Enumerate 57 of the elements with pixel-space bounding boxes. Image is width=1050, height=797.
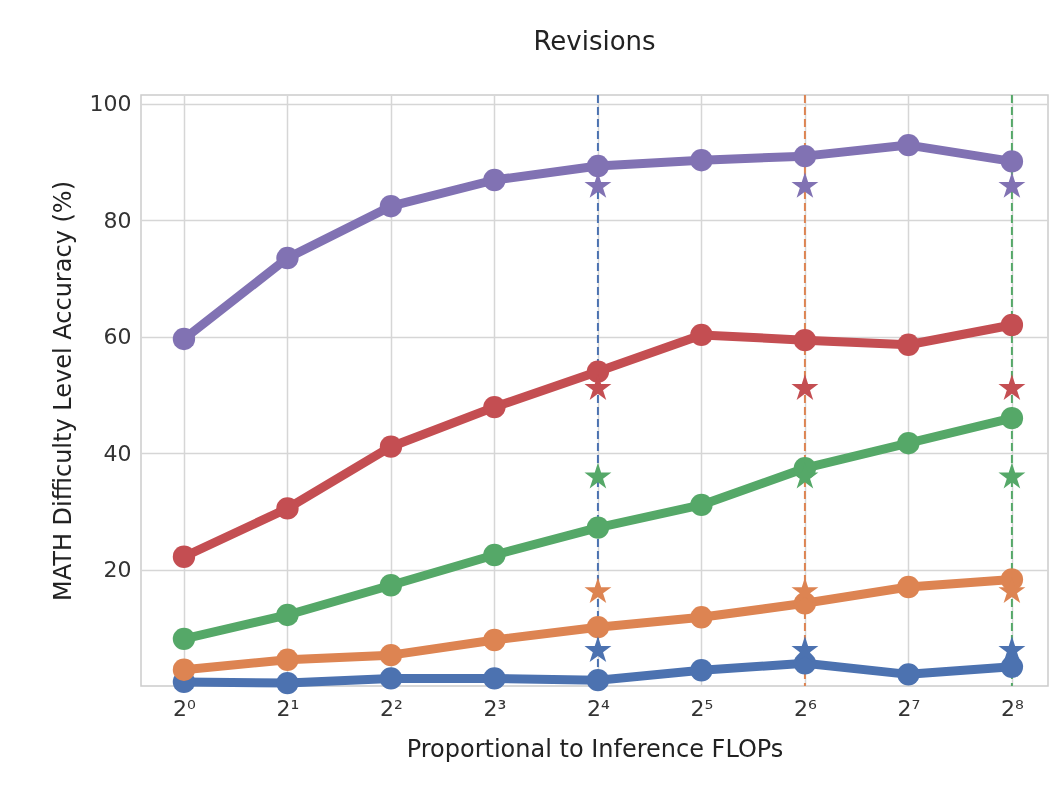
point	[897, 333, 920, 356]
point	[483, 168, 506, 192]
x-tick-label: 2²	[380, 695, 403, 721]
chart-title: Revisions	[533, 25, 656, 56]
point	[897, 575, 920, 599]
point	[276, 246, 299, 270]
point	[172, 545, 196, 568]
point	[793, 328, 817, 352]
x-tick-label: 2³	[483, 695, 507, 721]
point	[172, 658, 196, 681]
point	[690, 659, 713, 682]
point	[379, 195, 403, 218]
point	[172, 627, 196, 650]
x-tick-label: 2⁵	[690, 695, 714, 721]
y-axis-title: MATH Difficulty Level Accuracy (%)	[48, 181, 77, 601]
point	[379, 574, 403, 597]
point	[1000, 655, 1024, 678]
point	[586, 154, 610, 178]
point	[897, 133, 920, 157]
x-tick-label: 2⁶	[794, 695, 817, 721]
point	[1000, 407, 1024, 430]
point	[1000, 150, 1024, 173]
point	[483, 543, 506, 567]
point	[276, 671, 299, 695]
point	[897, 432, 920, 455]
point	[483, 395, 506, 419]
point	[690, 323, 713, 347]
point	[276, 497, 299, 520]
point	[379, 643, 403, 667]
point	[586, 516, 610, 539]
y-tick-label: 80	[103, 207, 132, 233]
point	[586, 669, 610, 692]
point	[276, 648, 299, 671]
point	[276, 603, 299, 627]
point	[483, 628, 506, 652]
y-tick-label: 60	[103, 324, 132, 350]
point	[793, 144, 817, 168]
point	[172, 327, 196, 351]
point	[586, 360, 610, 383]
x-tick-label: 2⁰	[173, 695, 197, 721]
x-tick-label: 2⁷	[897, 695, 921, 721]
point	[379, 435, 403, 458]
point	[690, 149, 713, 172]
x-axis-title: Proportional to Inference FLOPs	[406, 734, 784, 763]
point	[897, 663, 920, 686]
y-tick-label: 40	[103, 440, 132, 466]
point	[690, 493, 713, 517]
point	[379, 667, 403, 690]
point	[690, 606, 713, 629]
point	[1000, 313, 1024, 337]
y-tick-label: 20	[103, 557, 132, 583]
y-tick-label: 100	[89, 91, 132, 117]
x-tick-label: 2¹	[276, 695, 300, 721]
x-tick-label: 2⁴	[587, 695, 611, 721]
point	[586, 616, 610, 639]
x-tick-label: 2⁸	[1000, 695, 1024, 721]
point	[483, 667, 506, 690]
